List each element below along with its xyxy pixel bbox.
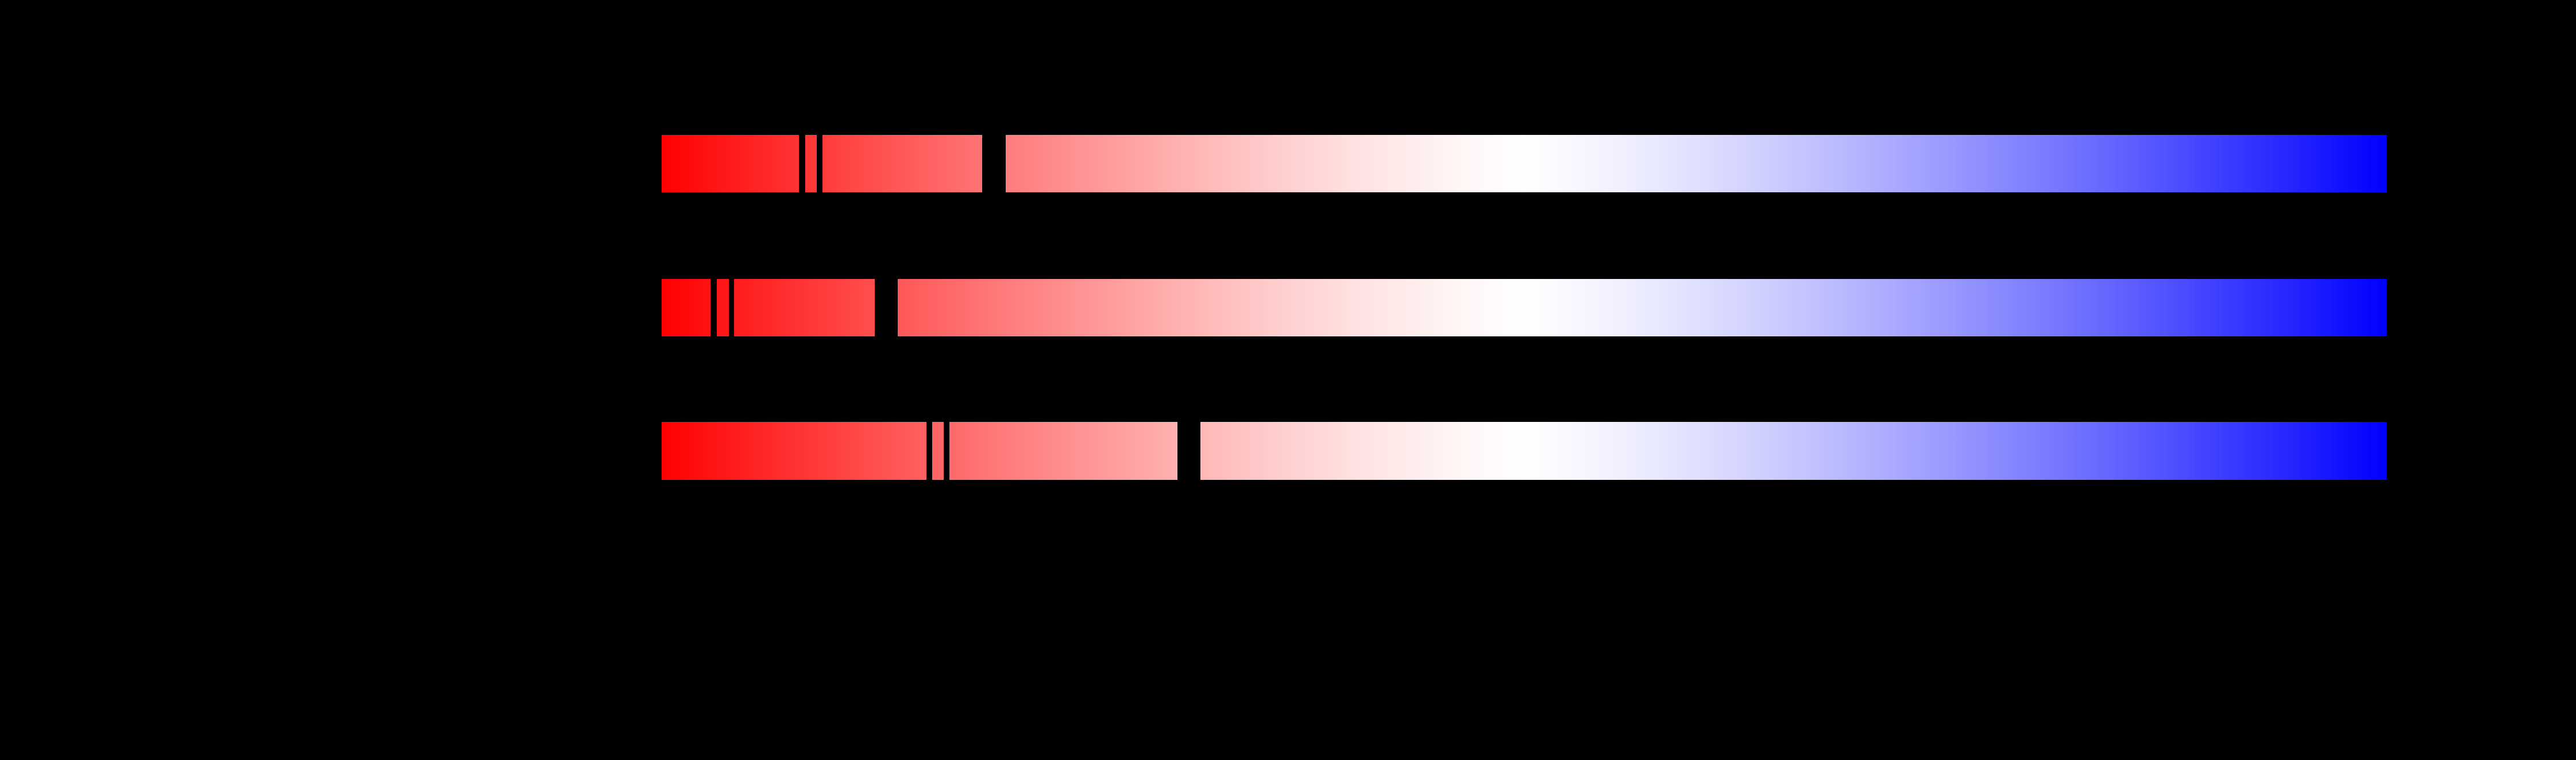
gradient-bar-bar-3	[662, 422, 2386, 480]
thin-marker-line	[926, 422, 932, 480]
thin-marker-line	[944, 422, 949, 480]
thick-marker-line	[875, 279, 898, 336]
thin-marker-line	[729, 279, 734, 336]
gradient-bar-bar-1	[662, 135, 2386, 192]
thick-marker-line	[982, 135, 1006, 192]
thin-marker-line	[710, 279, 717, 336]
thick-marker-line	[1177, 422, 1200, 480]
gradient-bar-bar-2	[662, 279, 2386, 336]
thin-marker-line	[817, 135, 822, 192]
thin-marker-line	[799, 135, 805, 192]
